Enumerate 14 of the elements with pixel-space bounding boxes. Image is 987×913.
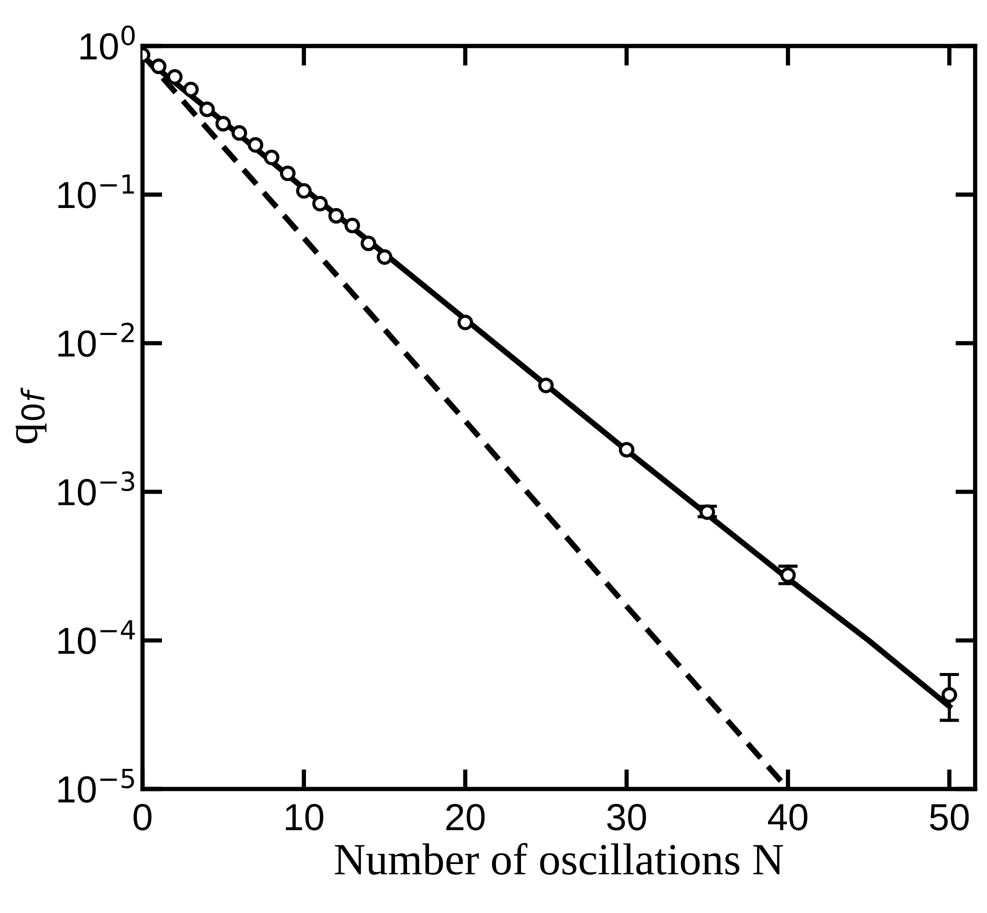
y-tick-label: 10$^{−3}$ (58, 471, 134, 506)
y-tick-label: 10$^{−1}$ (58, 174, 134, 208)
x-tick-label: 20 (446, 804, 485, 830)
x-tick-label: 40 (768, 804, 808, 830)
y-tick-label: 10$^{0}$ (80, 25, 135, 60)
x-axis-title: Number of oscillations N (334, 842, 784, 875)
x-tick-label: 0 (134, 804, 152, 830)
x-tick-label: 30 (607, 804, 646, 830)
y-axis-title: q$_{0f}$ (16, 388, 46, 444)
x-tick-label: 10 (286, 804, 324, 830)
y-tick-label: 10$^{−2}$ (58, 322, 134, 357)
y-tick-label: 10$^{−5}$ (58, 768, 134, 803)
x-tick-label: 50 (930, 804, 969, 830)
y-tick-label: 10$^{−4}$ (58, 620, 135, 654)
